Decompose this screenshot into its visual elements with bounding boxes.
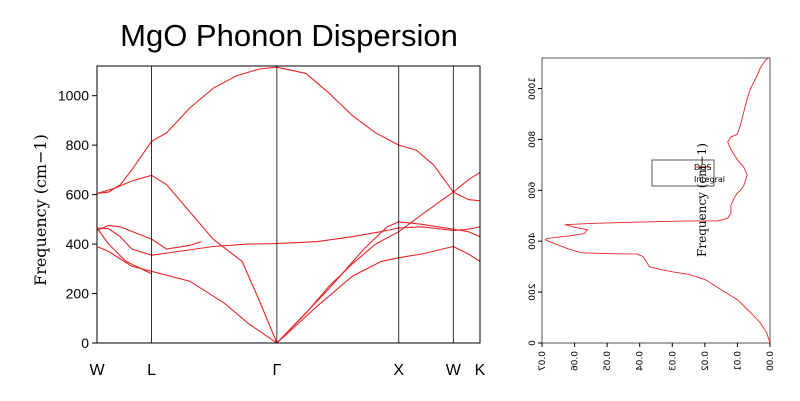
- dos-legend: DOS Integral: [651, 159, 725, 187]
- dispersion-branch: [151, 270, 278, 344]
- x-tick-label: K: [475, 362, 486, 379]
- dos-plot-frame: [541, 57, 771, 344]
- dos-y-tick-label: 0: [528, 340, 538, 346]
- dispersion-branch: [151, 238, 202, 250]
- dispersion-branch: [276, 226, 388, 344]
- dispersion-branch: [398, 245, 454, 259]
- dos-x-tick-group: 0.06: [571, 351, 581, 371]
- dos-x-tick-group: 0.07: [538, 351, 548, 371]
- dos-curve: [544, 57, 771, 344]
- dispersion-branch: [276, 227, 399, 245]
- dos-y-tick-group: 1000: [528, 77, 538, 100]
- chart-title: MgO Phonon Dispersion: [120, 18, 458, 53]
- dispersion-branch: [151, 66, 277, 142]
- dos-y-tick-group: 800: [528, 131, 538, 148]
- y-tick-label: 0: [81, 335, 89, 351]
- dispersion-branch: [96, 174, 152, 194]
- x-tick-label: W: [89, 362, 105, 379]
- dos-x-ticks: 0.00 0.01 0.02 0.03 0.04 0.05 0.06 0.07: [538, 343, 776, 371]
- dispersion-branch: [96, 227, 152, 256]
- dos-x-tick-label: 0.05: [603, 351, 613, 371]
- dispersion-branch: [96, 227, 152, 275]
- dos-x-tick-group: 0.00: [766, 351, 776, 371]
- dispersion-branch: [276, 257, 399, 344]
- dos-x-tick-label: 0.00: [766, 351, 776, 371]
- dos-x-tick-label: 0.06: [571, 351, 581, 371]
- dos-y-tick-label: 400: [528, 233, 538, 250]
- dos-y-tick-label: 800: [528, 131, 538, 148]
- y-tick-label: 800: [66, 137, 90, 153]
- dispersion-branch: [453, 246, 481, 262]
- dispersion-branch: [453, 191, 481, 202]
- dos-x-tick-label: 0.03: [668, 351, 678, 371]
- dispersion-branch: [276, 66, 400, 146]
- dos-legend-box: [651, 159, 715, 187]
- dispersion-branch: [96, 141, 152, 194]
- x-tick-label: W: [446, 362, 462, 379]
- y-axis-label: Frequency (cm−1): [31, 134, 50, 286]
- dispersion-branch: [452, 171, 481, 193]
- dispersion-branch: [151, 174, 243, 262]
- dos-legend-entry: DOS: [694, 163, 712, 172]
- dos-x-tick-label: 0.02: [701, 351, 711, 371]
- dos-x-tick-group: 0.05: [603, 351, 613, 371]
- dos-x-tick-group: 0.04: [636, 351, 646, 371]
- dispersion-branch: [398, 191, 454, 233]
- dos-y-tick-group: 600: [528, 182, 538, 199]
- dos-y-axis-label: Frequency (cm−1): [695, 143, 709, 257]
- dos-y-tick-label: 600: [528, 182, 538, 199]
- y-tick-label: 200: [66, 286, 90, 302]
- dos-y-tick-label: 1000: [528, 77, 538, 100]
- dos-y-tick-label: 200: [528, 284, 538, 301]
- dos-x-tick-group: 0.01: [733, 351, 743, 371]
- dispersion-branch: [241, 261, 278, 344]
- dos-x-tick-group: 0.03: [668, 351, 678, 371]
- x-tick-label: X: [393, 362, 404, 379]
- y-tick-label: 1000: [58, 88, 89, 104]
- dos-y-tick-group: 400: [528, 233, 538, 250]
- dispersion-branch: [453, 228, 481, 238]
- dispersion-branch: [96, 224, 152, 240]
- dos-legend-entry: Integral: [694, 175, 725, 184]
- dos-x-tick-label: 0.04: [636, 351, 646, 371]
- dos-y-ticks: 0 200 400 600 800 1000: [528, 77, 542, 346]
- y-tick-label: 600: [66, 187, 90, 203]
- y-tick-label: 400: [66, 236, 90, 252]
- dispersion-branch: [398, 226, 454, 232]
- dos-y-tick-group: 200: [528, 284, 538, 301]
- dos-y-tick-group: 0: [528, 340, 538, 346]
- dispersion-branch: [398, 144, 454, 193]
- dos-lines: [544, 57, 771, 344]
- dispersion-branch: [151, 243, 277, 256]
- y-axis-ticks: 0 200 400 600 800 1000: [58, 88, 97, 351]
- dispersion-branch: [386, 221, 454, 230]
- dos-x-tick-group: 0.02: [701, 351, 711, 371]
- x-tick-label: Γ: [272, 362, 281, 379]
- dos-x-tick-label: 0.01: [733, 351, 743, 371]
- dispersion-plot-frame: [96, 65, 481, 344]
- x-tick-label: L: [147, 362, 156, 379]
- dispersion-lines: [96, 66, 481, 344]
- high-symmetry-lines: [151, 66, 454, 343]
- dos-x-tick-label: 0.07: [538, 351, 548, 371]
